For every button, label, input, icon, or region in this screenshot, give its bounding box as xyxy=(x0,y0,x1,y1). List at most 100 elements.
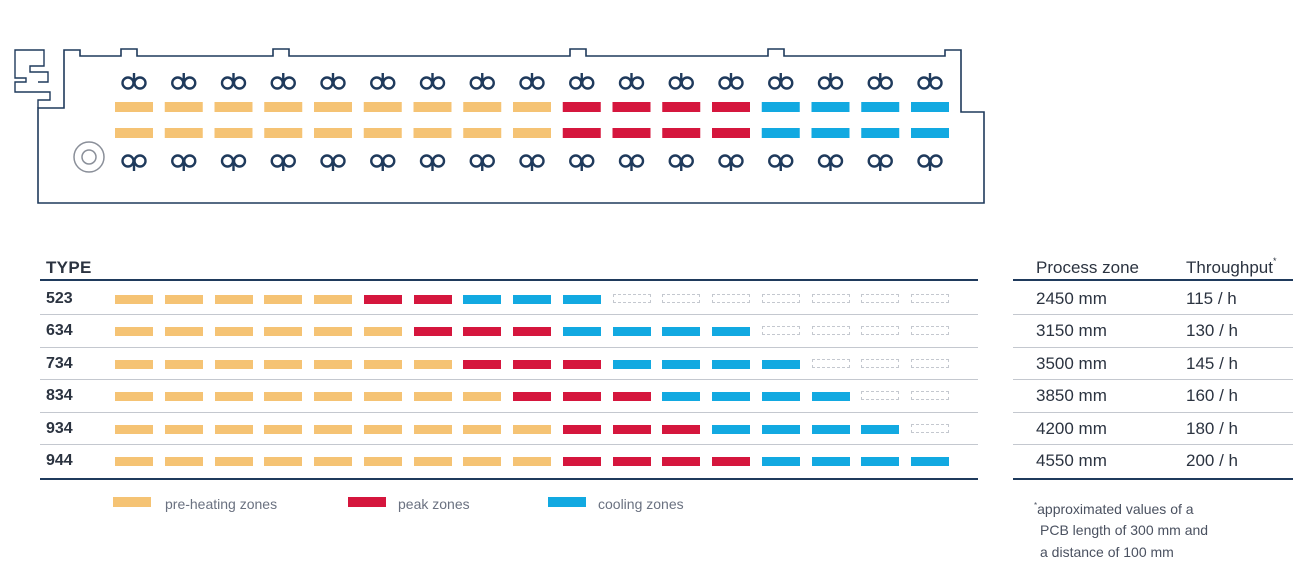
zone-cooling xyxy=(612,327,651,337)
row-type: 523 xyxy=(46,290,73,307)
oven-zone-preheat xyxy=(513,128,551,138)
oven-zone-preheat xyxy=(463,128,502,138)
zone-cooling xyxy=(662,359,701,369)
fan-bottom-icon xyxy=(718,154,744,171)
row-type: 634 xyxy=(46,322,73,340)
row-process-zone: 3150 mm xyxy=(1036,321,1107,341)
zone-empty xyxy=(911,391,949,401)
row-divider xyxy=(40,444,978,445)
oven-zone-preheat xyxy=(463,102,502,112)
zone-empty xyxy=(761,294,800,303)
fan-bottom-icon xyxy=(519,154,545,171)
fan-top-icon xyxy=(618,73,645,90)
oven-zone-cooling xyxy=(761,128,800,138)
zone-preheat xyxy=(115,327,153,337)
oven-zone-peak xyxy=(712,102,750,112)
zone-empty xyxy=(911,358,949,368)
spec-row-divider xyxy=(1013,444,1293,445)
zone-cooling xyxy=(712,424,750,434)
footnote-text-1: approximated values of a xyxy=(1037,501,1194,517)
zone-preheat xyxy=(363,327,402,337)
oven-zone-preheat xyxy=(264,128,303,138)
zone-preheat xyxy=(214,295,253,304)
fan-top-icon xyxy=(370,73,396,90)
zone-cooling xyxy=(761,392,800,402)
zone-cooling xyxy=(761,424,800,434)
spec-row-divider xyxy=(1013,411,1293,413)
zone-preheat xyxy=(264,359,303,369)
oven-schematic xyxy=(14,48,985,204)
zone-cooling xyxy=(761,359,800,369)
zone-cooling xyxy=(513,295,551,304)
conveyor-wheel-icon xyxy=(73,141,105,173)
zone-cooling xyxy=(612,359,651,369)
row-type: 944 xyxy=(46,452,73,469)
zone-cooling xyxy=(562,327,601,337)
zone-empty xyxy=(861,391,900,401)
zone-peak xyxy=(612,457,651,466)
fan-bottom-icon xyxy=(867,154,893,171)
zone-peak xyxy=(413,327,452,337)
zone-preheat xyxy=(314,359,352,369)
zone-preheat xyxy=(413,359,452,369)
zone-peak xyxy=(363,295,402,304)
oven-zone-peak xyxy=(562,102,601,112)
oven-zone-cooling xyxy=(861,102,900,112)
oven-zone-cooling xyxy=(811,128,850,138)
zone-cooling xyxy=(712,359,750,369)
zone-cooling xyxy=(712,327,750,337)
zone-preheat xyxy=(314,424,352,434)
zone-preheat xyxy=(463,457,502,466)
legend-preheat-swatch xyxy=(113,497,151,507)
zone-empty xyxy=(811,326,850,336)
zone-preheat xyxy=(214,327,253,337)
oven-zone-cooling xyxy=(911,128,949,138)
oven-zone-preheat xyxy=(314,102,352,112)
table-row: 834 3850 mm 160 / h xyxy=(0,380,1310,412)
zone-preheat xyxy=(413,392,452,402)
oven-zone-preheat xyxy=(363,128,402,138)
zone-preheat xyxy=(363,424,402,434)
legend-cooling-swatch xyxy=(548,497,586,507)
fan-top-icon xyxy=(469,73,495,90)
zone-peak xyxy=(662,457,701,466)
zone-preheat xyxy=(115,457,153,466)
oven-zone-peak xyxy=(662,128,701,138)
footnote-line-2: PCB length of 300 mm and xyxy=(1040,522,1209,538)
fan-bottom-icon xyxy=(320,154,346,171)
row-process-zone: 3500 mm xyxy=(1036,353,1107,373)
zone-preheat xyxy=(413,424,452,434)
zone-preheat xyxy=(314,392,352,402)
zone-empty xyxy=(861,358,900,368)
zone-preheat xyxy=(214,359,253,369)
zone-empty xyxy=(662,294,701,303)
legend-peak-swatch xyxy=(348,497,386,507)
zone-cooling xyxy=(861,424,900,434)
zone-preheat xyxy=(214,424,253,434)
zone-preheat xyxy=(264,424,303,434)
zone-preheat xyxy=(164,424,203,434)
oven-zone-peak xyxy=(612,128,651,138)
table-row: 734 3500 mm 145 / h xyxy=(0,348,1310,380)
spec-row-divider xyxy=(1013,379,1293,381)
oven-zone-preheat xyxy=(413,128,452,138)
zone-peak xyxy=(513,327,551,337)
table-row: 944 4550 mm 200 / h xyxy=(0,445,1310,477)
oven-zone-cooling xyxy=(811,102,850,112)
fan-top-icon xyxy=(519,73,545,90)
zone-preheat xyxy=(164,392,203,402)
zone-empty xyxy=(612,294,651,303)
zone-preheat xyxy=(115,392,153,402)
footnote-mark: * xyxy=(1034,501,1038,510)
oven-zone-peak xyxy=(562,128,601,138)
zone-preheat xyxy=(164,359,203,369)
zone-empty xyxy=(911,326,949,336)
oven-zone-preheat xyxy=(115,128,153,138)
row-process-zone: 2450 mm xyxy=(1036,289,1107,308)
zone-peak xyxy=(513,359,551,369)
spec-bottom-rule xyxy=(1013,478,1293,480)
zone-preheat xyxy=(264,457,303,466)
fan-bottom-icon xyxy=(270,154,296,171)
zone-empty xyxy=(811,294,850,303)
zone-cooling xyxy=(662,392,701,402)
